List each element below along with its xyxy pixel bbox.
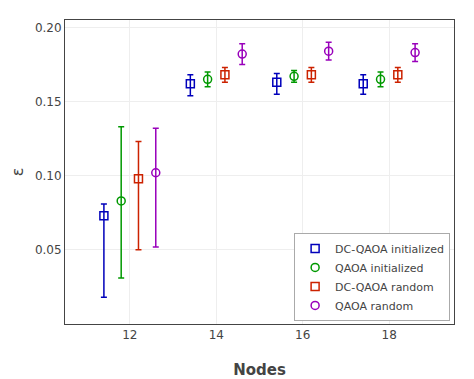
svg-text:16: 16 xyxy=(295,328,310,342)
svg-text:Nodes: Nodes xyxy=(233,361,286,379)
svg-text:DC-QAOA random: DC-QAOA random xyxy=(335,281,434,294)
svg-text:0.05: 0.05 xyxy=(35,243,62,257)
svg-text:0.20: 0.20 xyxy=(35,21,62,35)
svg-text:12: 12 xyxy=(122,328,137,342)
svg-text:DC-QAOA initialized: DC-QAOA initialized xyxy=(335,243,444,256)
svg-text:QAOA random: QAOA random xyxy=(335,300,413,313)
svg-text:QAOA initialized: QAOA initialized xyxy=(335,262,423,275)
svg-text:14: 14 xyxy=(209,328,224,342)
svg-text:ε: ε xyxy=(8,168,27,177)
svg-text:0.10: 0.10 xyxy=(35,169,62,183)
svg-text:0.15: 0.15 xyxy=(35,95,62,109)
svg-text:18: 18 xyxy=(382,328,397,342)
